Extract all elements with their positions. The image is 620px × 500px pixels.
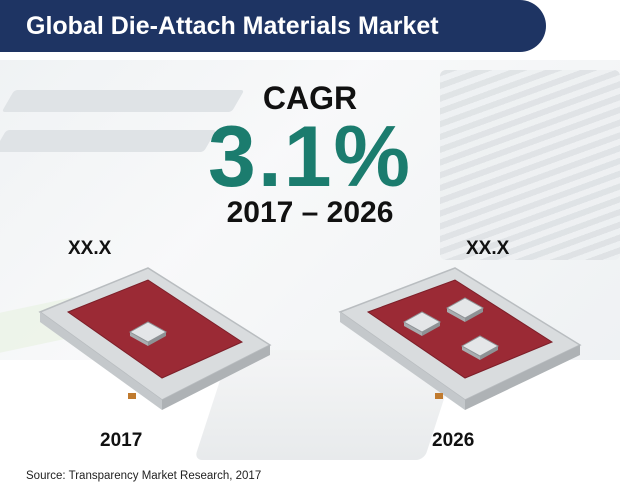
chip-frame-side xyxy=(162,345,270,410)
silicon-die-side xyxy=(447,308,465,322)
forecast-period: 2017 – 2026 xyxy=(226,196,394,229)
silicon-die-side xyxy=(130,332,148,346)
value-label-2026: XX.X xyxy=(466,238,510,259)
silicon-die-side xyxy=(404,322,422,336)
heatsink-graphic xyxy=(440,70,620,260)
solder-pad xyxy=(128,393,136,399)
silicon-die xyxy=(128,321,168,343)
die-group xyxy=(402,297,500,360)
silicon-die-side xyxy=(465,308,483,322)
silicon-die-side xyxy=(480,346,498,360)
value-label-2017: XX.X xyxy=(68,238,112,259)
chip-frame-side xyxy=(40,312,162,410)
substrate xyxy=(366,279,554,379)
silicon-die-side xyxy=(462,346,480,360)
year-label-2017: 2017 xyxy=(100,430,143,451)
silicon-die xyxy=(402,311,442,333)
silicon-die-side xyxy=(422,322,440,336)
solder-pad xyxy=(435,393,443,399)
cagr-label: CAGR xyxy=(262,80,358,116)
chart-title: Global Die-Attach Materials Market xyxy=(26,11,439,40)
source-note: Source: Transparency Market Research, 20… xyxy=(26,470,262,482)
silicon-die xyxy=(460,335,500,357)
title-banner: Global Die-Attach Materials Market xyxy=(0,0,546,52)
chip-2026-graphic xyxy=(338,267,582,410)
chip-frame-side xyxy=(465,345,580,410)
silicon-die xyxy=(445,297,485,319)
chip-2017-graphic xyxy=(38,267,272,410)
year-label-2026: 2026 xyxy=(432,430,475,451)
silicon-die-side xyxy=(148,332,166,346)
die-group xyxy=(128,321,168,346)
chip-frame-side xyxy=(340,312,465,410)
cagr-value: 3.1% xyxy=(207,109,413,205)
